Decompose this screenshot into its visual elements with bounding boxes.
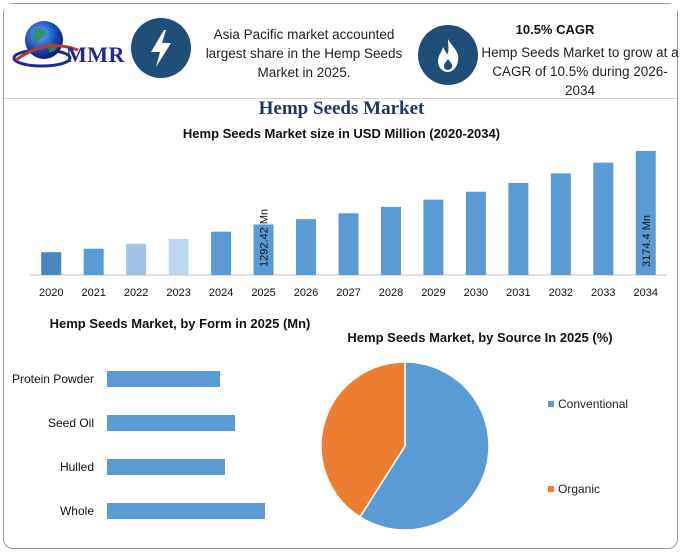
page-frame [3, 3, 678, 549]
form-category-label: Protein Powder [12, 372, 94, 386]
logo-text: MMR [66, 42, 125, 67]
mmr-logo [12, 14, 130, 76]
bar-chart-title: Hemp Seeds Market size in USD Million (2… [182, 126, 501, 141]
bar-2027 [338, 213, 359, 275]
bar-2020 [41, 252, 62, 275]
pie-slice-conventional [358, 361, 490, 531]
bar-2022 [126, 243, 147, 275]
data-label-2034: 3174.4 Mn [641, 215, 653, 267]
bar-2021 [83, 248, 104, 275]
form-bar-hulled [107, 459, 225, 475]
form-bar-protein-powder [107, 371, 220, 387]
source-pie-chart: Conventional Organic [320, 361, 628, 531]
form-bar-whole [107, 503, 265, 519]
bar-2025 [253, 224, 274, 275]
bar-2031 [508, 182, 529, 275]
bar-2034 [635, 150, 656, 275]
pie-slice-organic [320, 361, 406, 518]
form-category-label: Hulled [60, 460, 94, 474]
x-tick-label: 2021 [81, 287, 105, 299]
source-chart-title: Hemp Seeds Market, by Source In 2025 (%) [347, 330, 613, 345]
bar-2023 [168, 238, 189, 275]
x-tick-label: 2029 [421, 287, 445, 299]
x-tick-label: 2034 [634, 287, 658, 299]
legend-label-organic: Organic [558, 482, 600, 496]
highlight-cagr: Hemp Seeds Market to grow at a CAGR of 1… [481, 45, 679, 98]
x-tick-label: 2030 [464, 287, 488, 299]
flame-icon [418, 25, 478, 85]
x-tick-label: 2033 [591, 287, 615, 299]
x-tick-label: 2023 [166, 287, 190, 299]
bar-2033 [593, 162, 614, 275]
x-tick-label: 2025 [251, 287, 275, 299]
form-bar-seed-oil [107, 415, 235, 431]
form-chart-title: Hemp Seeds Market, by Form in 2025 (Mn) [49, 316, 311, 331]
legend-swatch-organic [548, 486, 554, 492]
main-title: Hemp Seeds Market [258, 98, 425, 119]
data-label-2025: 1292.42 Mn [259, 209, 271, 267]
form-horizontal-bar-chart: Protein Powder Seed Oil Hulled Whole [12, 371, 265, 519]
x-tick-label: 2031 [506, 287, 530, 299]
legend-swatch-conventional [548, 401, 554, 407]
bar-2028 [380, 206, 401, 275]
header-band [4, 4, 677, 98]
market-size-bar-chart: 2020 2021 2022 2023 2024 2025 1292.42 Mn 2026 20… [30, 150, 667, 299]
x-tick-label: 2032 [549, 287, 573, 299]
x-tick-label: 2028 [379, 287, 403, 299]
bar-2032 [550, 173, 571, 275]
globe-icon [12, 21, 79, 68]
x-tick-label: 2026 [294, 287, 318, 299]
highlight-asia-pacific: Asia Pacific market accounted largest sh… [205, 27, 403, 80]
x-tick-label: 2022 [124, 287, 148, 299]
x-tick-label: 2020 [39, 287, 63, 299]
legend-label-conventional: Conventional [558, 397, 628, 411]
form-category-label: Whole [60, 504, 94, 518]
x-tick-label: 2024 [209, 287, 233, 299]
form-category-label: Seed Oil [48, 416, 94, 430]
header-divider [4, 98, 677, 99]
bar-2030 [465, 191, 486, 275]
cagr-title: 10.5% CAGR [515, 22, 595, 37]
lightning-bolt-icon [131, 18, 191, 78]
bar-2024 [211, 231, 232, 275]
bar-2029 [423, 199, 444, 275]
bar-2026 [296, 219, 317, 275]
x-tick-label: 2027 [336, 287, 360, 299]
